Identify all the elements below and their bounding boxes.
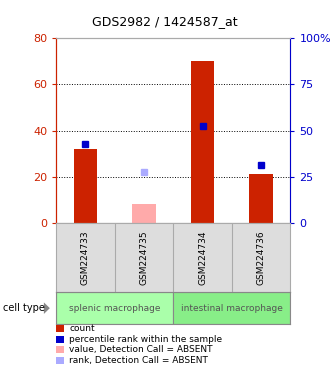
Bar [249,174,273,223]
Text: GSM224736: GSM224736 [257,230,266,285]
Text: GSM224733: GSM224733 [81,230,90,285]
Text: splenic macrophage: splenic macrophage [69,304,160,313]
Text: rank, Detection Call = ABSENT: rank, Detection Call = ABSENT [69,356,208,365]
Bar [191,61,214,223]
Text: percentile rank within the sample: percentile rank within the sample [69,334,222,344]
Text: GSM224734: GSM224734 [198,230,207,285]
Bar [56,292,173,324]
Bar [74,149,97,223]
Bar [132,204,156,223]
Text: intestinal macrophage: intestinal macrophage [181,304,283,313]
Text: value, Detection Call = ABSENT: value, Detection Call = ABSENT [69,345,213,354]
Text: cell type: cell type [3,303,45,313]
Text: GDS2982 / 1424587_at: GDS2982 / 1424587_at [92,15,238,28]
Text: GSM224735: GSM224735 [140,230,148,285]
Bar [173,292,290,324]
Text: count: count [69,324,95,333]
